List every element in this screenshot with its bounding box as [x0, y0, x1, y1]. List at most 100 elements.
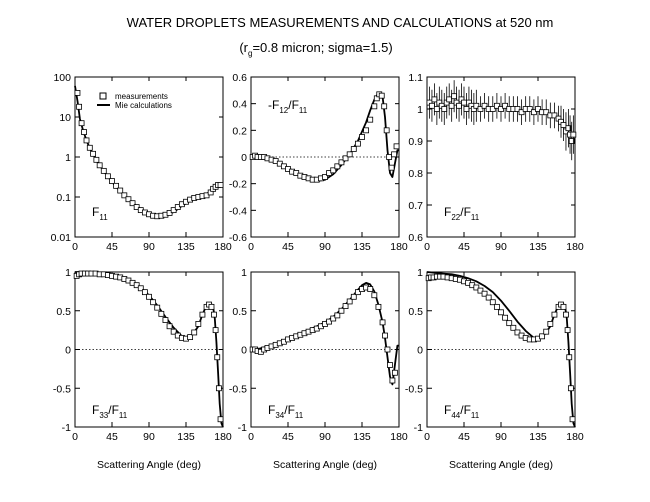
- f33-y-tick-label: -0.5: [53, 383, 71, 395]
- f34-x-tick-label: 0: [248, 431, 254, 443]
- f12-y-tick-label: -0.4: [229, 205, 247, 217]
- f44-measurement-point: [481, 290, 488, 297]
- f33-measurement-point: [146, 293, 152, 300]
- f33-measurement-point: [187, 334, 194, 341]
- f12-measurement-point: [359, 134, 365, 140]
- f12-measurement-point: [367, 116, 374, 123]
- f12-y-tick-label: -0.6: [229, 232, 247, 244]
- figure-subtitle: (rg=0.8 micron; sigma=1.5): [239, 40, 392, 58]
- f12-y-tick-label: 0.2: [232, 125, 247, 137]
- f11-y-tick-label: 100: [53, 72, 71, 84]
- f22-measurement-point: [441, 106, 448, 112]
- f33-measurement-point: [166, 323, 173, 330]
- f11-x-tick-label: 135: [177, 241, 195, 253]
- f12-measurement-point: [346, 151, 353, 158]
- f33-measurement-point: [191, 329, 198, 336]
- f34-y-tick-label: 0.5: [232, 306, 247, 318]
- subtitle-prefix: (r: [239, 40, 248, 55]
- f34-measurement-point: [384, 346, 391, 353]
- f33-y-tick-label: -1: [62, 422, 71, 434]
- legend: measurements Mie calculations: [97, 92, 172, 110]
- f12-measurement-point: [322, 174, 328, 180]
- f11-measurement-point: [203, 192, 210, 199]
- f33-y-tick-label: 0: [65, 345, 71, 357]
- f34-measurement-point: [354, 289, 361, 296]
- f34-x-tick-label: 90: [319, 431, 331, 443]
- f12-y-tick-label: 0.4: [232, 99, 247, 111]
- f34-label-tailsub: 11: [295, 411, 304, 420]
- f11-measurement-point: [93, 156, 100, 163]
- f12-y-tick-label: 0: [241, 152, 247, 164]
- legend-calculations: Mie calculations: [115, 101, 172, 110]
- f12-x-tick-label: 45: [282, 241, 294, 253]
- f33-measurement-point: [154, 304, 161, 311]
- f34-measurement-point: [367, 286, 374, 292]
- f22-y-tick-label: 0.9: [408, 136, 423, 148]
- f12-measurement-point: [350, 146, 357, 152]
- f33-measurement-point: [133, 282, 140, 289]
- f34-measurement-point: [375, 303, 382, 310]
- f12-x-tick-label: 90: [319, 241, 331, 253]
- subtitle-subscript: g: [248, 49, 252, 58]
- f44-y-tick-label: -1: [414, 422, 423, 434]
- f12-measurement-point: [342, 155, 349, 162]
- x-axis-label-left: Scattering Angle (deg): [97, 459, 201, 471]
- f12-measurement-point: [391, 151, 397, 158]
- f22-measurement-point: [514, 106, 521, 112]
- f22-x-tick-label: 45: [458, 241, 470, 253]
- f44-y-tick-label: -0.5: [405, 383, 423, 395]
- f11-measurement-point: [109, 178, 115, 184]
- f12-label-tailsub: 11: [299, 106, 308, 115]
- f34-measurement-point: [387, 362, 393, 368]
- x-axis-label-middle: Scattering Angle (deg): [273, 459, 377, 471]
- f22-panel: 0 45 90 135 180 0.6 0.7 0.8 0.9 1 1.1 F22/F11: [408, 72, 584, 253]
- f33-measurement-point: [170, 328, 177, 335]
- f22-measurement-point: [433, 106, 440, 112]
- f33-label-tailsub: 11: [119, 411, 128, 420]
- f34-x-tick-label: 180: [390, 431, 408, 443]
- f12-panel-label: -F12/F11: [268, 98, 308, 115]
- f44-calculation-line: [426, 271, 576, 428]
- f22-label-main: F: [444, 205, 451, 219]
- f34-measurement-point: [338, 307, 345, 314]
- f22-measurement-point: [568, 138, 575, 144]
- f22-y-tick-label: 1: [417, 104, 423, 116]
- f44-measurement-point: [564, 327, 571, 334]
- f44-x-tick-label: 45: [458, 431, 470, 443]
- f34-measurement-point: [371, 292, 378, 299]
- f12-measurement-point: [371, 103, 378, 110]
- f33-x-tick-label: 180: [214, 431, 232, 443]
- f11-y-tick-label: 0.1: [56, 192, 71, 204]
- f44-measurement-point: [506, 320, 513, 327]
- f44-measurement-point: [567, 385, 574, 392]
- f44-y-tick-label: 0: [417, 345, 423, 357]
- f22-measurement-point: [481, 102, 488, 109]
- f12-measurement-point: [354, 140, 361, 147]
- f22-measurement-point: [477, 106, 484, 112]
- f33-measurement-point: [214, 354, 221, 361]
- f34-measurement-point: [350, 293, 357, 300]
- f11-measurement-point: [129, 200, 136, 207]
- f44-y-tick-label: 1: [417, 267, 423, 279]
- f44-measurement-point: [566, 354, 573, 361]
- f34-x-tick-label: 45: [282, 431, 294, 443]
- f33-y-tick-label: 0.5: [56, 306, 71, 318]
- subtitle-suffix: =0.8 micron; sigma=1.5): [252, 40, 392, 55]
- f12-measurement-point: [388, 164, 395, 171]
- f11-panel-label: F11: [92, 205, 108, 222]
- f11-x-tick-label: 45: [106, 241, 118, 253]
- f22-measurement-point: [535, 106, 541, 112]
- f22-measurement-point: [446, 96, 453, 103]
- f22-measurement-point: [518, 109, 525, 116]
- f34-y-tick-label: -0.5: [229, 383, 247, 395]
- f11-label-sub: 11: [99, 213, 108, 222]
- f11-measurement-point: [96, 162, 103, 169]
- f12-measurement-point: [381, 103, 388, 110]
- figure-title: WATER DROPLETS MEASUREMENTS AND CALCULAT…: [127, 15, 554, 30]
- f11-measurement-point: [217, 182, 224, 188]
- f33-x-tick-label: 90: [143, 431, 155, 443]
- f22-label-tail: /F: [460, 205, 471, 219]
- f44-measurement-point: [551, 311, 558, 318]
- f33-measurement-point: [141, 289, 148, 296]
- f22-measurement-point: [456, 102, 462, 109]
